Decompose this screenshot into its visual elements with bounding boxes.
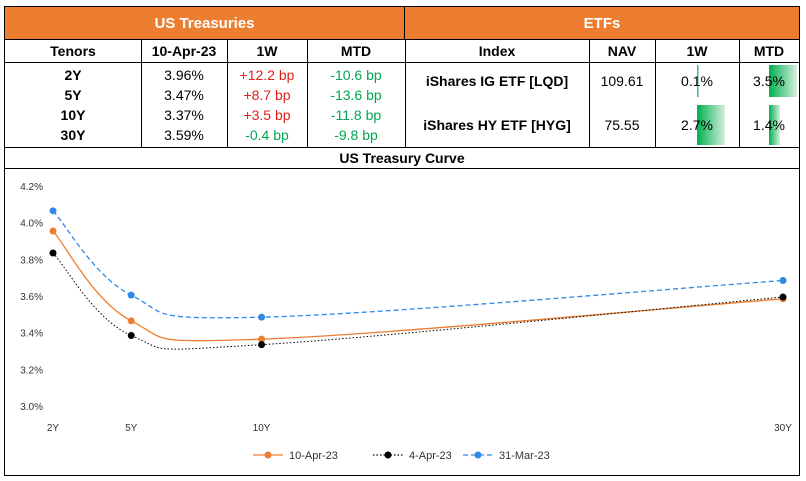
change-1w-cell: +12.2 bp (239, 67, 295, 83)
col-header-index: Index (405, 39, 589, 63)
legend-label: 4-Apr-23 (409, 450, 452, 462)
y-tick-label: 4.0% (20, 219, 43, 230)
dashboard-frame: US Treasuries ETFs Tenors 10-Apr-23 1W M… (4, 6, 800, 476)
etf-1w-cell: 0.1% (681, 73, 713, 89)
divider (589, 39, 590, 147)
y-tick-label: 3.2% (20, 365, 43, 376)
yield-cell: 3.59% (164, 127, 204, 143)
etf-1w-databar (697, 105, 725, 145)
etf-mtd-databar (769, 105, 780, 145)
treasury-curve-chart: 3.0% 3.2% 3.4% 3.6% 3.8% 4.0% 4.2% 2Y 5Y 10Y 30Y 10… (20, 182, 792, 462)
col-header-1w: 1W (227, 39, 307, 63)
series-line (52, 230, 784, 342)
data-point (127, 317, 135, 325)
col-header-etf-mtd: MTD (739, 39, 799, 63)
data-point (258, 313, 266, 321)
etf-1w-databar (697, 65, 699, 97)
us-treasuries-header: US Treasuries (5, 7, 405, 39)
divider (655, 39, 656, 147)
etf-mtd-cell: 3.5% (753, 73, 785, 89)
etf-nav-cell: 75.55 (604, 117, 640, 133)
x-tick-label: 2Y (47, 423, 60, 434)
y-tick-label: 4.2% (20, 182, 43, 193)
col-header-etf-1w: 1W (655, 39, 739, 63)
legend-marker (474, 451, 482, 459)
legend-label: 10-Apr-23 (289, 450, 338, 462)
data-point (127, 291, 135, 299)
divider (227, 39, 228, 147)
etf-mtd-cell: 1.4% (753, 117, 785, 133)
etfs-header: ETFs (405, 7, 799, 39)
data-point (49, 207, 57, 215)
y-tick-label: 3.4% (20, 329, 43, 340)
data-point (779, 277, 787, 284)
legend-label: 31-Mar-23 (499, 450, 550, 462)
chart-title: US Treasury Curve (5, 147, 799, 169)
etf-index-cell: iShares HY ETF [HYG] (423, 117, 571, 133)
etf-nav-cell: 109.61 (600, 73, 644, 89)
series-line (52, 252, 784, 350)
tenor-cell: 30Y (60, 127, 86, 143)
legend-marker (384, 451, 392, 459)
change-1w-cell: +3.5 bp (243, 107, 291, 123)
col-header-nav: NAV (589, 39, 655, 63)
change-mtd-cell: -11.8 bp (330, 107, 382, 123)
data-point (49, 249, 57, 257)
yield-cell: 3.96% (164, 67, 204, 83)
divider (405, 39, 406, 147)
divider (141, 39, 142, 147)
col-header-tenors: Tenors (5, 39, 141, 63)
change-mtd-cell: -9.8 bp (334, 127, 378, 143)
tenor-cell: 10Y (60, 107, 86, 123)
y-tick-label: 3.0% (20, 402, 43, 413)
data-point (49, 227, 57, 235)
change-1w-cell: +8.7 bp (243, 87, 291, 103)
col-header-date: 10-Apr-23 (141, 39, 227, 63)
data-point (258, 341, 266, 349)
data-point (779, 293, 787, 301)
change-mtd-cell: -13.6 bp (330, 87, 382, 103)
tenor-cell: 5Y (64, 87, 82, 103)
change-mtd-cell: -10.6 bp (330, 67, 382, 83)
legend-marker (264, 451, 272, 459)
tenor-cell: 2Y (64, 67, 82, 83)
divider (307, 39, 308, 147)
etf-mtd-databar (769, 65, 797, 97)
etf-index-cell: iShares IG ETF [LQD] (425, 73, 569, 89)
etf-1w-cell: 2.7% (681, 117, 713, 133)
change-1w-cell: -0.4 bp (245, 127, 289, 143)
divider (739, 39, 740, 147)
x-tick-label: 10Y (253, 423, 271, 434)
y-tick-label: 3.6% (20, 292, 43, 303)
col-header-mtd: MTD (307, 39, 405, 63)
x-tick-label: 5Y (125, 423, 138, 434)
yield-cell: 3.47% (164, 87, 204, 103)
series-line (52, 210, 784, 319)
data-point (258, 335, 266, 343)
data-point (127, 332, 135, 339)
yield-cell: 3.37% (164, 107, 204, 123)
y-tick-label: 3.8% (20, 255, 43, 266)
x-tick-label: 30Y (774, 423, 792, 434)
